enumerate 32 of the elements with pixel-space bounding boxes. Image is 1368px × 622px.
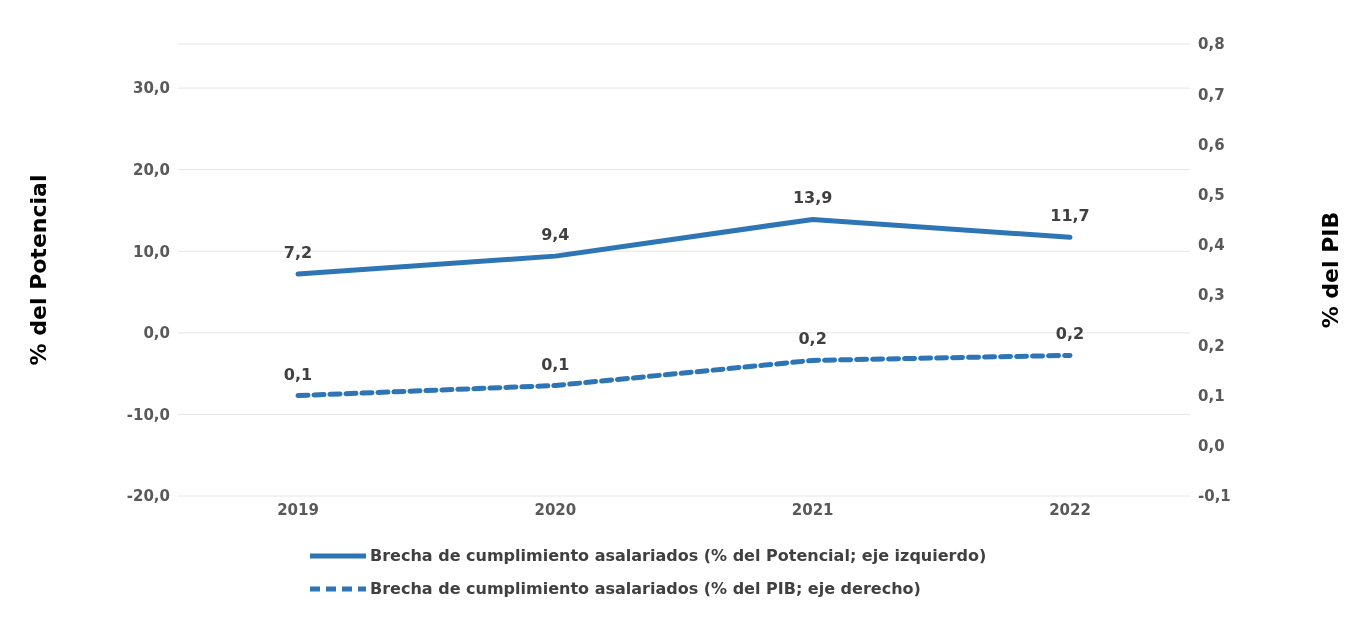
- data-label: 11,7: [1050, 206, 1090, 226]
- y2-tick-label: 0,0: [1198, 437, 1225, 456]
- data-label: 7,2: [283, 243, 313, 263]
- y-tick-label: 10,0: [132, 242, 170, 261]
- y-tick-label: -10,0: [126, 405, 170, 424]
- x-tick-label: 2021: [791, 500, 834, 519]
- data-label: 13,9: [792, 188, 833, 208]
- data-label: 9,4: [541, 225, 570, 245]
- x-tick-label: 2022: [1049, 500, 1091, 519]
- y2-tick-label: -0,1: [1198, 487, 1231, 506]
- y-tick-label: 30,0: [132, 79, 170, 98]
- x-tick-label: 2020: [534, 500, 577, 519]
- legend-label: Brecha de cumplimiento asalariados (% del Potencial; eje izquierdo): [370, 546, 987, 565]
- y2-tick-label: 0,2: [1198, 336, 1225, 355]
- y2-axis-title: % del PIB: [1317, 211, 1343, 329]
- y2-tick-label: 0,8: [1198, 35, 1225, 54]
- data-label: 0,1: [283, 364, 313, 384]
- y2-tick-label: 0,4: [1198, 236, 1225, 255]
- y-tick-label: 20,0: [132, 160, 170, 179]
- data-label: 0,2: [798, 329, 827, 349]
- data-label: 0,2: [1055, 324, 1085, 344]
- y2-tick-label: 0,6: [1198, 135, 1225, 154]
- legend-label: Brecha de cumplimiento asalariados (% del PIB; eje derecho): [370, 579, 921, 598]
- y2-tick-label: 0,1: [1198, 386, 1225, 405]
- y-tick-label: -20,0: [126, 487, 170, 506]
- x-tick-label: 2019: [277, 500, 319, 519]
- y2-tick-label: 0,5: [1198, 185, 1225, 204]
- y2-tick-label: 0,7: [1198, 85, 1225, 104]
- y-axis-title: % del Potencial: [25, 174, 51, 366]
- y-tick-label: 0,0: [143, 324, 170, 343]
- y2-tick-label: 0,3: [1198, 286, 1225, 305]
- data-label: 0,1: [541, 354, 570, 374]
